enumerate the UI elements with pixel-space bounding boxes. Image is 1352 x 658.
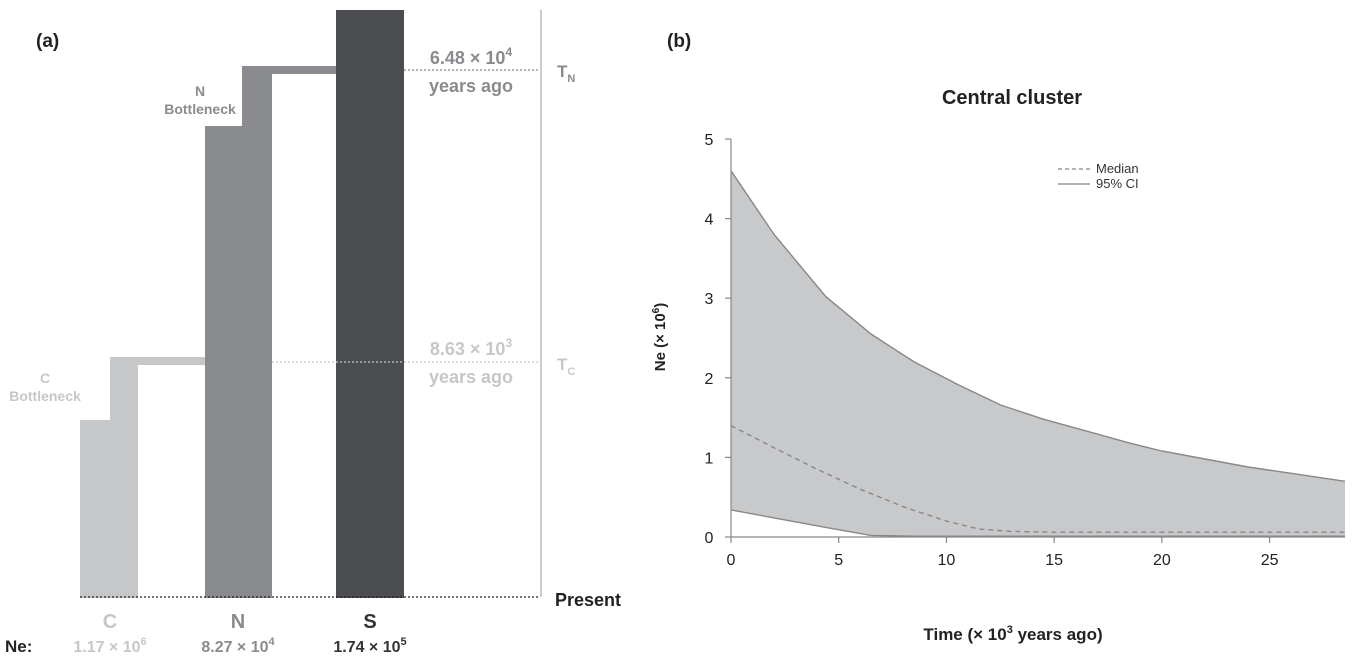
population-c-ne: 1.17 × 106	[73, 636, 146, 656]
population-c-bar	[80, 420, 138, 598]
chart-axes: 0 1 2 3 4 5 0 5 10 15 20 25	[705, 132, 1345, 569]
t-c-value: 8.63 × 103	[430, 336, 513, 359]
population-s-name: S	[363, 611, 376, 633]
ci-lower-line	[730, 509, 1345, 537]
x-tick-label: 0	[727, 552, 736, 569]
population-n-split-bar	[242, 66, 337, 74]
y-tick-label: 3	[705, 291, 714, 308]
x-tick-label: 10	[938, 552, 956, 569]
legend-ci-label: 95% CI	[1096, 176, 1139, 191]
y-tick-label: 1	[705, 450, 714, 467]
n-bottleneck-label-1: N	[195, 83, 205, 99]
ci-upper-line	[730, 170, 1346, 482]
present-label: Present	[555, 590, 621, 610]
population-c-bottleneck-bar	[110, 357, 138, 421]
population-n-ne: 8.27 × 104	[201, 636, 275, 656]
population-s-ne: 1.74 × 105	[333, 636, 406, 656]
x-tick-label: 15	[1045, 552, 1063, 569]
t-n-years-ago: years ago	[429, 76, 513, 96]
population-n-block	[205, 66, 337, 598]
c-bottleneck-label-1: C	[40, 370, 50, 386]
population-n-bottleneck-bar	[242, 66, 272, 128]
plot-area	[730, 170, 1346, 537]
population-c-split-bar	[110, 357, 205, 365]
t-c-label: TC	[557, 355, 575, 378]
median-line	[730, 424, 1345, 533]
panel-b: (b) Central cluster 0 1 2 3 4 5 0 5 10 15 20 25 Med…	[651, 31, 1346, 644]
population-s-bar	[336, 10, 404, 598]
y-tick-label: 5	[705, 132, 714, 149]
t-n-label: TN	[557, 62, 575, 85]
t-c-years-ago: years ago	[429, 367, 513, 387]
y-tick-label: 4	[705, 212, 714, 229]
panel-a-label: (a)	[36, 31, 59, 52]
ci-band	[731, 170, 1345, 537]
panel-b-label: (b)	[667, 31, 691, 52]
y-tick-label: 2	[705, 371, 714, 388]
population-c-block	[80, 357, 205, 598]
chart-title: Central cluster	[942, 87, 1082, 109]
x-tick-label: 20	[1153, 552, 1171, 569]
population-c-name: C	[103, 611, 117, 633]
panel-a: (a) C Bottleneck N Bottleneck 6.48 × 104…	[5, 10, 621, 656]
x-axis-label: Time (× 103 years ago)	[923, 624, 1102, 644]
legend-median-label: Median	[1096, 161, 1139, 176]
n-bottleneck-label-2: Bottleneck	[164, 101, 236, 117]
population-n-name: N	[231, 611, 245, 633]
t-n-value: 6.48 × 104	[430, 45, 513, 68]
chart-legend: Median 95% CI	[1058, 161, 1139, 191]
population-n-bar	[205, 126, 272, 598]
ne-prefix: Ne:	[5, 637, 32, 656]
c-bottleneck-label-2: Bottleneck	[9, 388, 81, 404]
x-tick-label: 25	[1261, 552, 1279, 569]
x-tick-label: 5	[834, 552, 843, 569]
y-tick-label: 0	[705, 530, 714, 547]
y-axis-label: Ne (× 106)	[651, 303, 669, 372]
